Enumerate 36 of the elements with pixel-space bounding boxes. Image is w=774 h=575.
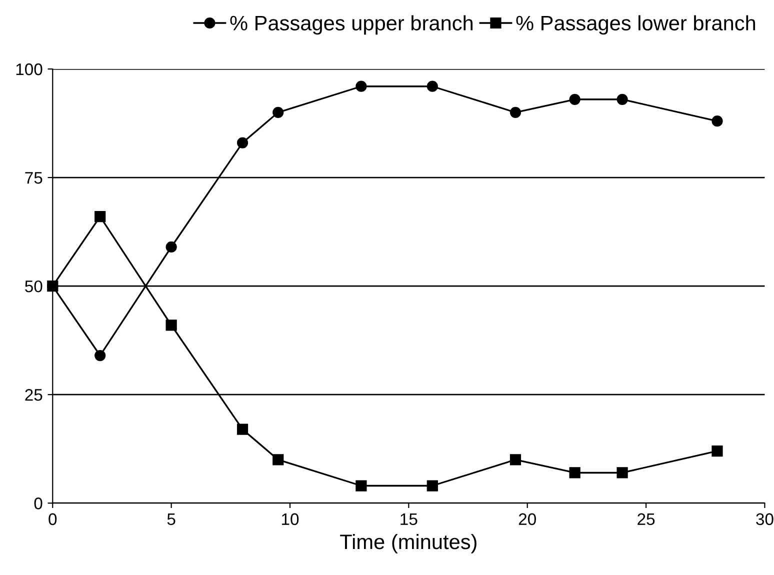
x-tick-label: 5: [167, 513, 176, 526]
point: [712, 445, 723, 457]
point: [569, 467, 580, 478]
point: [236, 424, 248, 435]
point: [356, 480, 367, 492]
point: [166, 320, 177, 331]
point: [94, 211, 106, 222]
x-tick-label: 15: [400, 513, 418, 526]
point: [616, 94, 628, 105]
point: [569, 94, 580, 105]
x-axis-title: Time (minutes): [340, 534, 476, 554]
x-tick-label: 25: [638, 513, 655, 526]
point: [712, 116, 723, 127]
point: [510, 106, 522, 118]
point: [47, 280, 58, 292]
point: [272, 106, 284, 118]
x-tick-label: 10: [282, 513, 299, 526]
point: [356, 80, 367, 92]
legend-label: % Passages lower branch: [516, 15, 756, 35]
point: [94, 350, 106, 362]
point: [426, 480, 438, 492]
point: [166, 241, 177, 253]
y-tick-label: 0: [34, 498, 42, 510]
legend-label: % Passages upper branch: [230, 15, 473, 35]
point: [510, 454, 522, 466]
point: [426, 80, 438, 92]
y-tick-label: 25: [25, 388, 42, 401]
y-tick-label: 50: [25, 280, 42, 292]
x-tick-label: 30: [756, 513, 774, 526]
y-tick-label: 100: [16, 63, 42, 76]
point: [272, 454, 284, 466]
point: [236, 137, 248, 148]
x-tick-label: 0: [48, 513, 57, 526]
y-tick-label: 75: [25, 172, 42, 184]
point: [616, 467, 628, 478]
x-tick-label: 20: [518, 513, 536, 526]
